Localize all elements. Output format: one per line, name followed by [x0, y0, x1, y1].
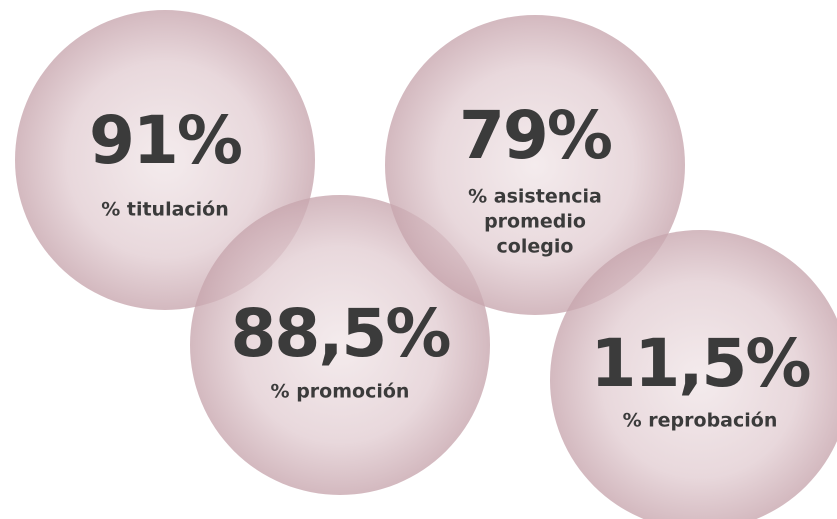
stat-label: promedio: [484, 211, 586, 233]
stat-circle: [550, 230, 837, 519]
stat-label: % asistencia: [468, 186, 602, 208]
stat-value: 11,5%: [591, 325, 811, 402]
stat-circle: [190, 195, 490, 495]
texts: 91% % titulación 88,5% % promoción 79% % asis…: [89, 97, 812, 432]
stat-label: % reprobación: [623, 410, 778, 432]
stat-value: 79%: [459, 97, 612, 174]
stat-label: colegio: [497, 236, 574, 258]
stat-label: % titulación: [101, 199, 229, 221]
circles: [15, 10, 837, 519]
stat-label: % promoción: [271, 381, 410, 403]
stat-value: 91%: [89, 102, 242, 179]
stat-value: 88,5%: [231, 295, 451, 372]
stat-circle: [385, 15, 685, 315]
